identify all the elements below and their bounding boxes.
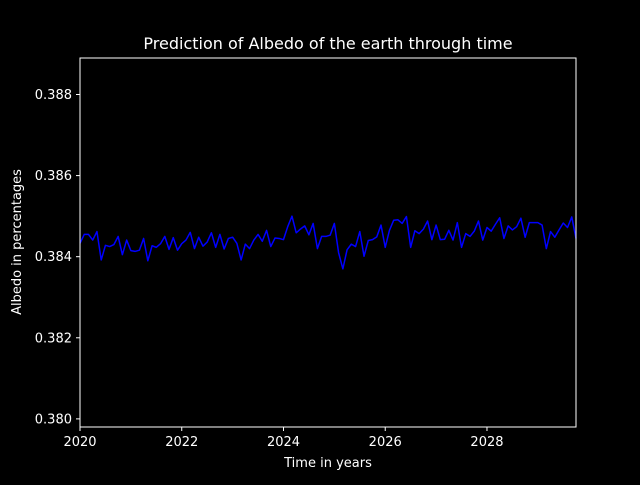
y-tick-label: 0.380 bbox=[35, 412, 72, 427]
y-tick-label: 0.382 bbox=[35, 331, 72, 346]
axes-frame bbox=[79, 57, 577, 428]
x-tick-label: 2022 bbox=[165, 435, 198, 450]
x-axis: 2020 2022 2024 2026 2028 bbox=[63, 427, 504, 450]
y-tick-label: 0.386 bbox=[35, 169, 72, 184]
y-tick-label: 0.388 bbox=[35, 88, 72, 103]
series-line-0 bbox=[79, 215, 577, 270]
y-axis: 0.380 0.382 0.384 0.386 0.388 bbox=[35, 88, 80, 427]
x-tick-label: 2024 bbox=[267, 435, 300, 450]
x-axis-label: Time in years bbox=[283, 456, 372, 471]
x-tick-label: 2026 bbox=[369, 435, 402, 450]
chart-title: Prediction of Albedo of the earth throug… bbox=[143, 34, 512, 53]
plot-area bbox=[79, 215, 577, 270]
x-tick-label: 2028 bbox=[470, 435, 503, 450]
y-tick-label: 0.384 bbox=[35, 250, 72, 265]
x-tick-label: 2020 bbox=[63, 435, 96, 450]
y-axis-label: Albedo in percentages bbox=[10, 169, 25, 315]
